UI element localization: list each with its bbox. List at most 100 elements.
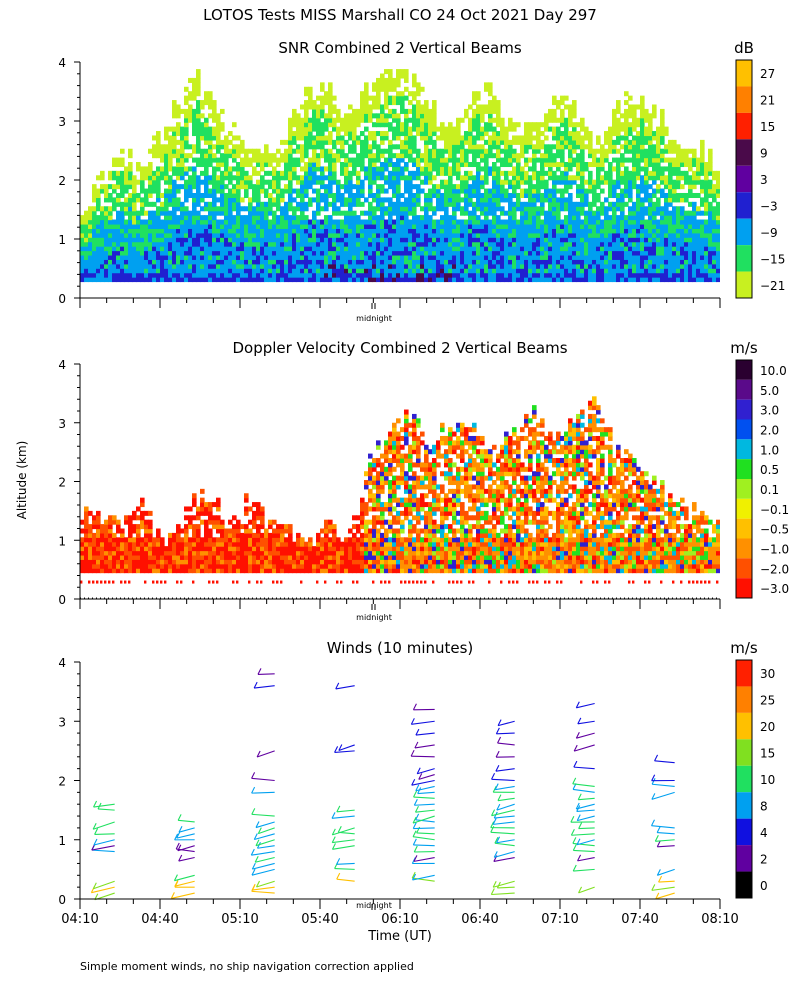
snr-cell bbox=[448, 215, 453, 221]
snr-cell bbox=[284, 210, 289, 216]
snr-cell bbox=[708, 268, 713, 274]
snr-cell bbox=[584, 162, 589, 168]
snr-cell bbox=[680, 228, 685, 234]
snr-cell bbox=[104, 192, 109, 199]
snr-cell bbox=[584, 246, 589, 252]
snr-cell bbox=[664, 179, 669, 185]
snr-cell bbox=[88, 215, 93, 221]
snr-cell bbox=[532, 201, 537, 207]
snr-cell bbox=[324, 184, 329, 190]
snr-cell bbox=[492, 166, 497, 172]
snr-cell bbox=[240, 162, 245, 168]
snr-cell bbox=[192, 237, 197, 243]
snr-cell bbox=[292, 228, 297, 234]
snr-cell bbox=[480, 126, 485, 132]
snr-cell bbox=[496, 108, 501, 114]
snr-cell bbox=[352, 170, 357, 176]
snr-cell bbox=[488, 122, 493, 128]
snr-cell bbox=[432, 122, 437, 128]
snr-cell bbox=[536, 139, 541, 145]
snr-cell bbox=[628, 210, 633, 216]
snr-cell bbox=[496, 215, 501, 221]
snr-cell bbox=[228, 192, 233, 199]
snr-cell bbox=[328, 237, 333, 243]
snr-cell bbox=[140, 166, 145, 172]
snr-cell bbox=[384, 197, 389, 203]
snr-cell bbox=[364, 153, 369, 159]
snr-cell bbox=[132, 250, 137, 256]
snr-cell bbox=[388, 69, 393, 75]
snr-cell bbox=[128, 219, 133, 225]
snr-cell bbox=[300, 263, 305, 269]
snr-cell bbox=[520, 250, 525, 256]
snr-cell bbox=[580, 237, 585, 243]
snr-cell bbox=[584, 144, 589, 150]
snr-cell bbox=[332, 259, 337, 265]
snr-cell bbox=[464, 246, 469, 252]
snr-cell bbox=[168, 162, 173, 168]
snr-cell bbox=[420, 268, 425, 274]
snr-cell bbox=[504, 175, 509, 181]
snr-cell bbox=[624, 277, 629, 283]
snr-cell bbox=[692, 246, 697, 252]
snr-cell bbox=[264, 232, 269, 238]
snr-cell bbox=[480, 237, 485, 243]
snr-cell bbox=[704, 259, 709, 265]
snr-cell bbox=[232, 237, 237, 243]
snr-cell bbox=[324, 259, 329, 265]
snr-cell bbox=[420, 246, 425, 252]
snr-cell bbox=[616, 162, 621, 168]
snr-cell bbox=[416, 277, 421, 283]
snr-cell bbox=[324, 277, 329, 283]
snr-cell bbox=[392, 268, 397, 274]
snr-cell bbox=[92, 241, 97, 247]
snr-cell bbox=[644, 139, 649, 145]
snr-cell bbox=[416, 259, 421, 265]
snr-cell bbox=[364, 144, 369, 150]
snr-cell bbox=[324, 157, 329, 163]
snr-cell bbox=[648, 268, 653, 274]
snr-cell bbox=[196, 246, 201, 252]
snr-cell bbox=[528, 122, 533, 128]
snr-cell bbox=[660, 268, 665, 274]
snr-cell bbox=[624, 166, 629, 172]
snr-cell bbox=[340, 192, 345, 199]
snr-cell bbox=[224, 237, 229, 243]
snr-cell bbox=[528, 201, 533, 207]
snr-cell bbox=[636, 131, 641, 137]
snr-cell bbox=[452, 139, 457, 145]
snr-cell bbox=[468, 228, 473, 234]
snr-cell bbox=[440, 192, 445, 199]
snr-cell bbox=[612, 122, 617, 128]
snr-cell bbox=[392, 95, 397, 101]
snr-cell bbox=[316, 223, 321, 229]
snr-cell bbox=[700, 241, 705, 247]
snr-cell bbox=[408, 108, 413, 114]
snr-cell bbox=[360, 166, 365, 172]
snr-cell bbox=[220, 241, 225, 247]
snr-cell bbox=[312, 126, 317, 132]
snr-cell bbox=[380, 77, 385, 83]
snr-cell bbox=[408, 139, 413, 145]
snr-cell bbox=[196, 223, 201, 229]
snr-cell bbox=[280, 254, 285, 260]
snr-cell bbox=[504, 259, 509, 265]
snr-cell bbox=[256, 157, 261, 163]
snr-cell bbox=[204, 250, 209, 256]
snr-cell bbox=[300, 219, 305, 225]
snr-cell bbox=[424, 237, 429, 243]
snr-cell bbox=[504, 223, 509, 229]
snr-cell bbox=[412, 95, 417, 101]
snr-cell bbox=[364, 254, 369, 260]
snr-cell bbox=[704, 197, 709, 203]
snr-cell bbox=[480, 131, 485, 137]
snr-cell bbox=[448, 219, 453, 225]
snr-cell bbox=[168, 268, 173, 274]
snr-cell bbox=[116, 246, 121, 252]
snr-cell bbox=[280, 215, 285, 221]
snr-cell bbox=[644, 162, 649, 168]
snr-cell bbox=[280, 188, 285, 194]
snr-cell bbox=[152, 144, 157, 150]
snr-cell bbox=[560, 131, 565, 137]
